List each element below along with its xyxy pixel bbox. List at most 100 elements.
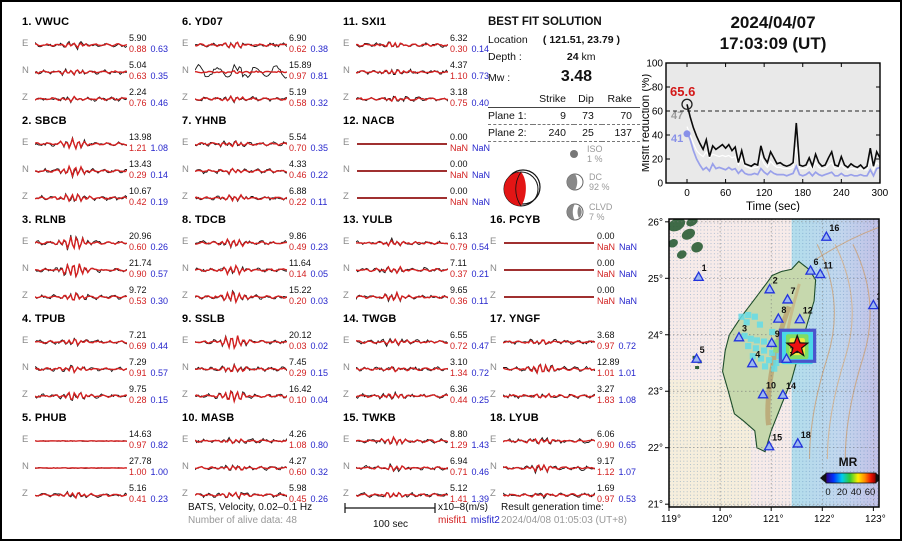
component-row: Z 16.42 0.10 0.04 [182, 381, 330, 408]
amplitude-value: 6.90 [289, 33, 307, 43]
trace-values: 6.90 0.62 0.38 [287, 33, 333, 54]
best-fit-title: BEST FIT SOLUTION [488, 16, 602, 28]
component-label: Z [182, 191, 188, 202]
misfit1-value: 0.46 [289, 169, 307, 180]
misfit-values: 0.97 0.81 [289, 71, 333, 82]
misfit1-value: 0.63 [129, 70, 147, 81]
misfit1-value: 0.29 [289, 367, 307, 378]
station-block: 10. MASB E 4.26 1.08 0.80 N 4.27 0.60 0.32 Z 5.98 0… [182, 412, 330, 511]
misfit2-value: 0.63 [150, 43, 169, 54]
misfit-values: 0.46 0.22 [289, 170, 333, 181]
station-title: 15. TWKB [343, 412, 396, 424]
station-block: 16. PCYB E 0.00 NaN NaN N 0.00 NaN NaN Z 0.00 NaN Na… [490, 214, 638, 313]
waveform-trace [195, 139, 287, 148]
station-marker [772, 312, 785, 323]
amplitude-value: 9.72 [129, 285, 147, 295]
misfit-annotation: 65.6 [670, 84, 695, 99]
waveform-trace [356, 236, 448, 247]
misfit-values: NaN NaN [597, 242, 641, 253]
waveform-trace [503, 391, 595, 399]
svg-text:80: 80 [652, 83, 664, 94]
units-label: x10–8(m/s) [438, 502, 489, 513]
component-label: Z [22, 290, 28, 301]
svg-text:23°: 23° [648, 387, 663, 398]
waveform-trace [356, 290, 448, 303]
waveform-trace [35, 466, 127, 469]
station-marker [780, 352, 793, 363]
component-row: Z 9.75 0.28 0.15 [22, 381, 170, 408]
misfit2-value: 0.40 [471, 97, 490, 108]
component-row: E 20.96 0.60 0.26 [22, 228, 170, 255]
waveform-trace [356, 434, 448, 446]
station-marker [763, 440, 775, 451]
misfit1-value: 1.12 [597, 466, 615, 477]
taiwan-station-map: 123456789101112131415161718MR0204060119°… [648, 217, 886, 525]
trace-values: 7.45 0.29 0.15 [287, 357, 333, 378]
component-label: E [490, 236, 497, 247]
component-row: E 5.90 0.88 0.63 [22, 30, 170, 57]
misfit1-value: 0.22 [289, 196, 307, 207]
misfit2-value: 0.21 [471, 268, 490, 279]
misfit-values: 1.12 1.07 [597, 467, 641, 478]
waveform-trace [195, 94, 287, 104]
misfit1-value: 0.29 [129, 169, 147, 180]
waveform-trace [503, 463, 595, 474]
station-block: 2. SBCB E 13.98 1.21 1.08 N 13.43 0.29 0.14 Z 10.6… [22, 115, 170, 214]
misfit1-value: 0.79 [450, 241, 468, 252]
component-row: N 6.94 0.71 0.46 [343, 453, 491, 480]
svg-text:120°: 120° [712, 514, 733, 525]
station-title: 1. VWUC [22, 16, 70, 28]
plane2-dip: 25 [574, 124, 602, 142]
misfit-xlabel: Time (sec) [746, 201, 800, 212]
component-row: N 12.89 1.01 1.01 [490, 354, 638, 381]
station-block: 11. SXI1 E 6.32 0.30 0.14 N 4.37 1.10 0.73 Z 3.18 0… [343, 16, 491, 115]
misfit2-value: 0.54 [471, 241, 490, 252]
amplitude-value: 0.00 [597, 285, 615, 295]
epicenter-star [785, 333, 810, 357]
clvd-pct: 7 % [589, 212, 605, 222]
amplitude-value: 5.54 [289, 132, 307, 142]
component-row: E 0.00 NaN NaN [343, 129, 491, 156]
amplitude-value: 5.90 [129, 33, 147, 43]
misfit1-value: 0.97 [289, 70, 307, 81]
component-row: E 6.55 0.72 0.47 [343, 327, 491, 354]
trace-values: 4.33 0.46 0.22 [287, 159, 333, 180]
component-row: Z 6.36 0.44 0.25 [343, 381, 491, 408]
misfit2-value: 1.07 [618, 466, 637, 477]
waveform-trace [35, 67, 127, 77]
misfit1-value: 0.90 [129, 268, 147, 279]
component-label: Z [343, 488, 349, 499]
misfit1-value: 0.03 [289, 340, 307, 351]
svg-text:240: 240 [833, 188, 850, 199]
dc-pct: 92 % [589, 182, 610, 192]
misfit-values: 0.41 0.23 [129, 494, 173, 505]
trace-values: 5.04 0.63 0.35 [127, 60, 173, 81]
trace-values: 5.16 0.41 0.23 [127, 483, 173, 504]
component-row: N 11.64 0.14 0.05 [182, 255, 330, 282]
misfit-annotation: 47 [671, 110, 683, 122]
amplitude-value: 15.89 [289, 60, 312, 70]
station-title: 7. YHNB [182, 115, 227, 127]
misfit-values: 0.44 0.25 [450, 395, 494, 406]
trace-values: 6.32 0.30 0.14 [448, 33, 494, 54]
misfit2-value: 0.19 [150, 196, 169, 207]
component-row: N 4.37 1.10 0.73 [343, 57, 491, 84]
station-block: 3. RLNB E 20.96 0.60 0.26 N 21.74 0.90 0.57 Z 9.72… [22, 214, 170, 313]
station-marker-label: 12 [803, 306, 813, 316]
component-row: N 0.00 NaN NaN [343, 156, 491, 183]
component-label: N [343, 362, 350, 373]
amplitude-value: 10.67 [129, 186, 152, 196]
station-marker [814, 268, 826, 279]
component-row: N 9.17 1.12 1.07 [490, 453, 638, 480]
waveform-trace [195, 63, 287, 79]
station-title: 16. PCYB [490, 214, 541, 226]
misfit-values: 1.01 1.01 [597, 368, 641, 379]
trace-values: 6.13 0.79 0.54 [448, 231, 494, 252]
station-marker-label: 4 [755, 350, 760, 360]
component-row: E 6.13 0.79 0.54 [343, 228, 491, 255]
misfit2-value: 0.72 [471, 367, 490, 378]
location-value: ( 121.51, 23.79 ) [542, 34, 620, 46]
component-label: Z [343, 389, 349, 400]
svg-text:100: 100 [646, 59, 663, 70]
